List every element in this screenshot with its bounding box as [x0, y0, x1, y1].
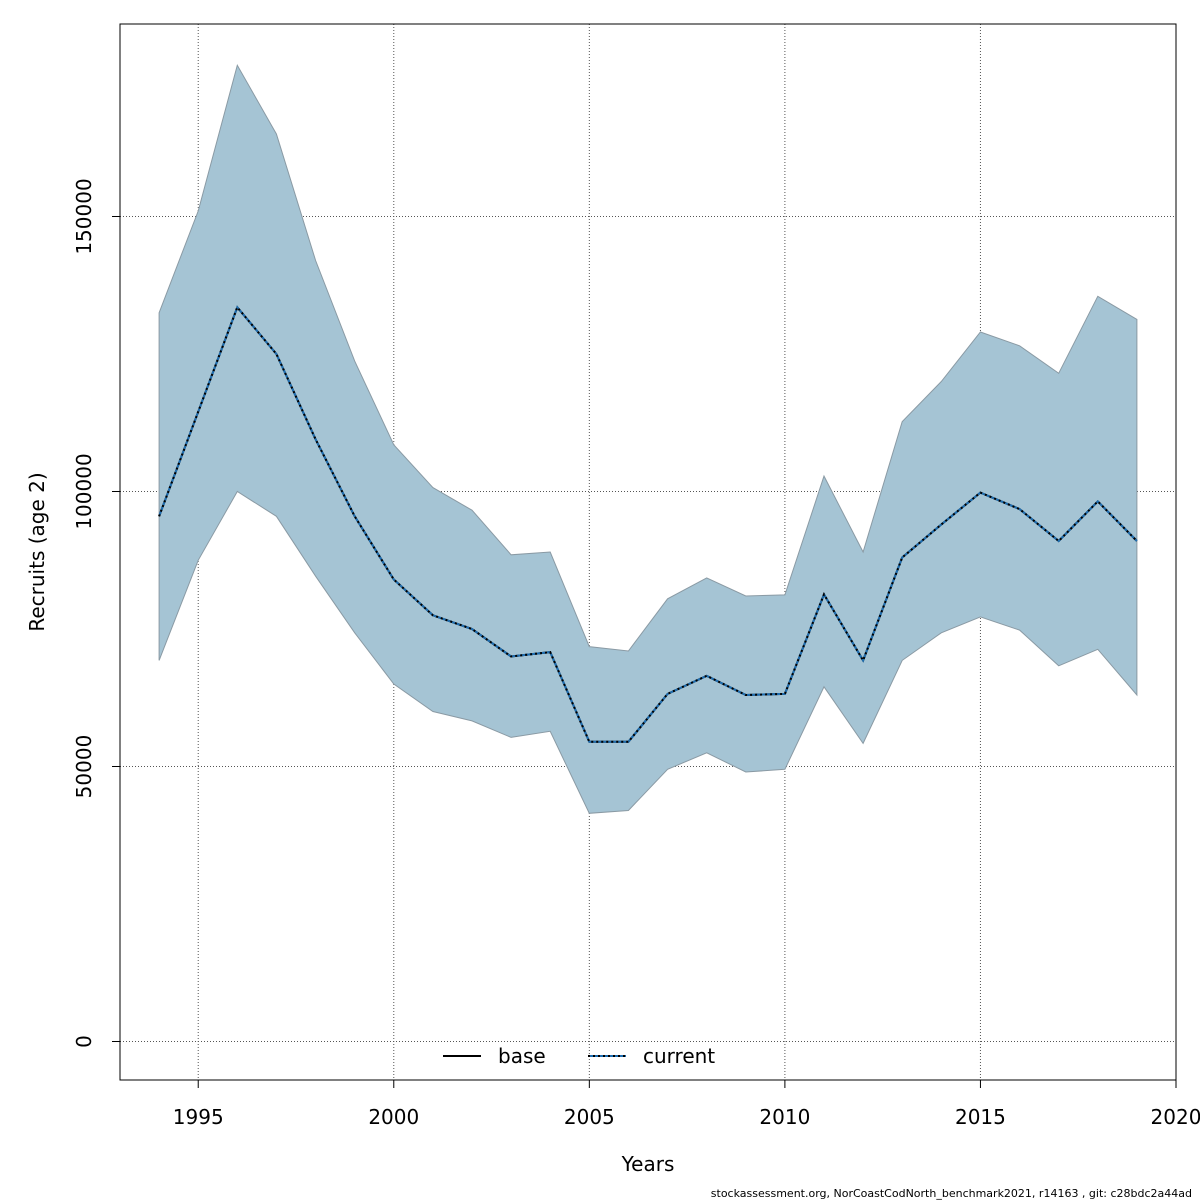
y-tick-label: 150000: [72, 178, 96, 254]
legend-label-base: base: [498, 1044, 546, 1068]
x-tick-label: 2015: [955, 1105, 1006, 1129]
x-tick-label: 2010: [759, 1105, 810, 1129]
x-axis: 1995 2000 2005 2010 2015 2020: [173, 1080, 1200, 1129]
x-axis-title: Years: [621, 1152, 675, 1176]
grid: [120, 24, 1177, 1080]
series-line-current: [158, 305, 1138, 743]
confidence-band: [158, 63, 1138, 814]
plot-frame: [119, 23, 1177, 1081]
confidence-band-area: [158, 63, 1138, 814]
series-lines: [158, 305, 1138, 743]
y-tick-label: 50000: [72, 735, 96, 799]
footer-text: stockassessment.org, NorCoastCodNorth_be…: [711, 1187, 1192, 1200]
y-axis-title: Recruits (age 2): [25, 472, 49, 631]
legend-label-current: current: [643, 1044, 715, 1068]
x-tick-label: 2020: [1151, 1105, 1200, 1129]
x-tick-label: 2005: [564, 1105, 615, 1129]
legend: base current: [443, 1044, 715, 1068]
x-tick-label: 1995: [173, 1105, 224, 1129]
y-tick-label: 0: [72, 1035, 96, 1048]
x-tick-label: 2000: [368, 1105, 419, 1129]
y-tick-label: 100000: [72, 453, 96, 529]
y-axis: 0 50000 100000 150000: [72, 178, 120, 1048]
